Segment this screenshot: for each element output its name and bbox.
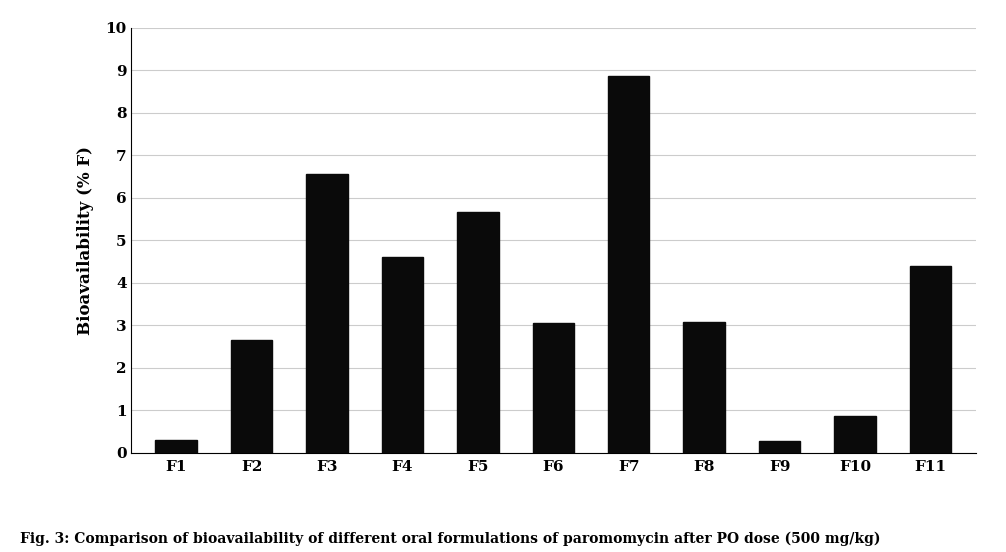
- Bar: [532, 323, 574, 453]
- Bar: [909, 266, 952, 453]
- Bar: [306, 174, 348, 453]
- Bar: [457, 213, 499, 453]
- Bar: [381, 257, 424, 453]
- Y-axis label: Bioavailability (% F): Bioavailability (% F): [77, 146, 95, 335]
- Bar: [834, 416, 876, 453]
- Bar: [155, 440, 197, 453]
- Text: Fig. 3: Comparison of bioavailability of different oral formulations of paromomy: Fig. 3: Comparison of bioavailability of…: [20, 532, 880, 546]
- Bar: [683, 322, 725, 453]
- Bar: [608, 77, 650, 453]
- Bar: [759, 441, 801, 453]
- Bar: [230, 340, 273, 453]
